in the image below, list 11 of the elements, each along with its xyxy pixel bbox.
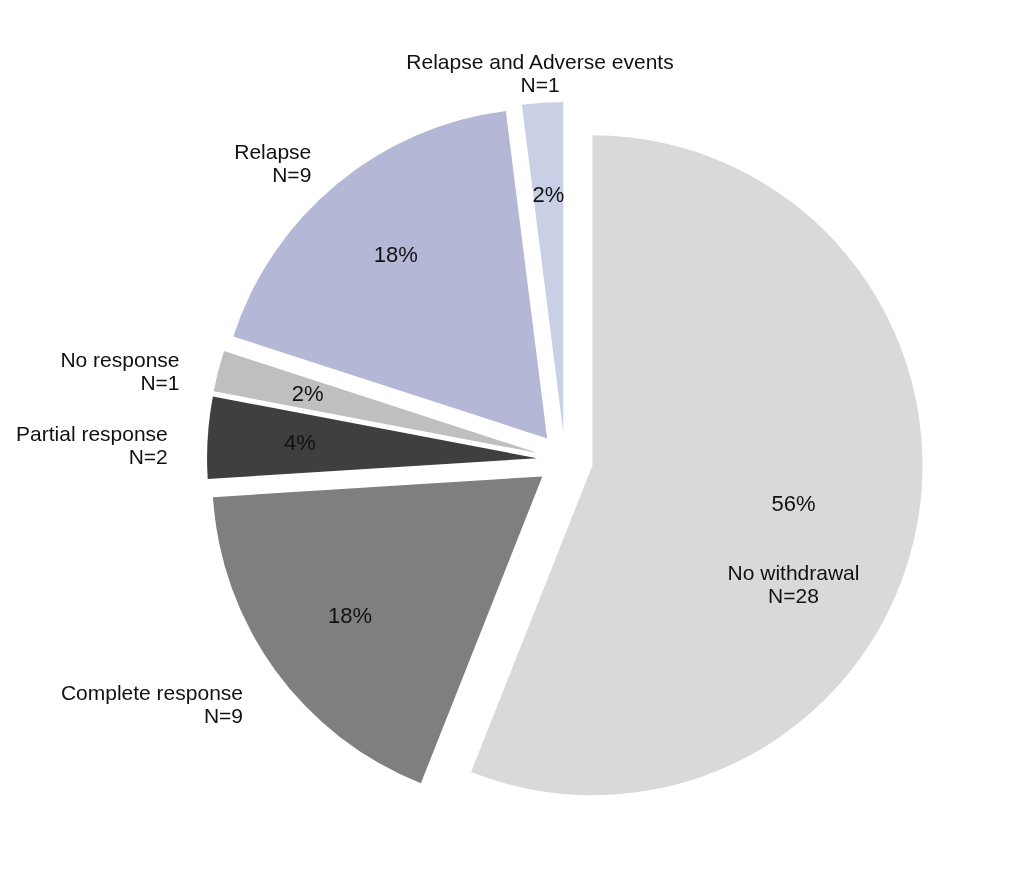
slice-label: Partial response N=2 [16,422,168,469]
data-label: 18% [373,242,418,268]
slice-label: No withdrawal N=28 [727,560,860,607]
data-label: 2% [291,380,324,406]
data-label: 2% [532,181,565,207]
data-label: 18% [328,603,373,629]
slice-label: Relapse and Adverse events N=1 [406,49,674,96]
slice-label: Relapse N=9 [234,140,312,187]
data-label: 56% [771,490,816,516]
slice-label: Complete response N=9 [60,680,244,727]
slice-label: No response N=1 [60,348,180,395]
